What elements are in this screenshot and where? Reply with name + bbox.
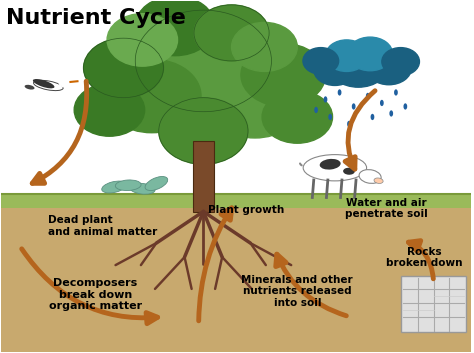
Circle shape bbox=[194, 5, 269, 61]
Text: Dead plant
and animal matter: Dead plant and animal matter bbox=[48, 215, 158, 237]
Circle shape bbox=[135, 0, 215, 56]
Text: Water and air
penetrate soil: Water and air penetrate soil bbox=[345, 198, 428, 219]
Ellipse shape bbox=[129, 183, 155, 194]
Ellipse shape bbox=[347, 121, 351, 127]
FancyBboxPatch shape bbox=[193, 142, 214, 211]
Circle shape bbox=[366, 51, 411, 85]
Circle shape bbox=[83, 38, 164, 98]
Circle shape bbox=[59, 78, 71, 87]
Ellipse shape bbox=[366, 93, 370, 99]
Ellipse shape bbox=[319, 159, 341, 169]
Circle shape bbox=[208, 68, 302, 138]
Ellipse shape bbox=[352, 103, 356, 110]
Circle shape bbox=[241, 43, 326, 107]
Circle shape bbox=[347, 37, 392, 71]
Circle shape bbox=[107, 14, 178, 66]
Polygon shape bbox=[1, 194, 471, 208]
Ellipse shape bbox=[403, 103, 407, 110]
Ellipse shape bbox=[394, 89, 398, 96]
Ellipse shape bbox=[343, 168, 355, 175]
Ellipse shape bbox=[359, 170, 381, 183]
Ellipse shape bbox=[303, 155, 366, 181]
Circle shape bbox=[74, 84, 145, 136]
Ellipse shape bbox=[102, 181, 127, 193]
Ellipse shape bbox=[115, 180, 141, 191]
Circle shape bbox=[303, 48, 338, 74]
Circle shape bbox=[382, 48, 419, 76]
Circle shape bbox=[262, 91, 333, 143]
Circle shape bbox=[231, 22, 297, 71]
Ellipse shape bbox=[314, 107, 318, 113]
Text: Rocks
broken down: Rocks broken down bbox=[386, 246, 462, 268]
Text: Plant growth: Plant growth bbox=[208, 204, 284, 215]
Ellipse shape bbox=[371, 114, 374, 120]
Circle shape bbox=[328, 42, 389, 87]
Polygon shape bbox=[1, 194, 471, 208]
Ellipse shape bbox=[324, 96, 328, 103]
Text: Minerals and other
nutrients released
into soil: Minerals and other nutrients released in… bbox=[241, 275, 353, 308]
Ellipse shape bbox=[374, 178, 383, 184]
Circle shape bbox=[135, 10, 272, 112]
Ellipse shape bbox=[33, 79, 55, 88]
Text: Nutrient Cycle: Nutrient Cycle bbox=[6, 8, 186, 28]
Circle shape bbox=[102, 59, 201, 133]
Circle shape bbox=[314, 54, 356, 85]
Text: Decomposers
break down
organic matter: Decomposers break down organic matter bbox=[49, 278, 142, 311]
Ellipse shape bbox=[145, 176, 168, 191]
Ellipse shape bbox=[328, 114, 332, 120]
FancyBboxPatch shape bbox=[401, 276, 466, 332]
Ellipse shape bbox=[389, 110, 393, 116]
Circle shape bbox=[159, 98, 248, 164]
Ellipse shape bbox=[337, 89, 341, 96]
Polygon shape bbox=[1, 208, 471, 352]
Ellipse shape bbox=[25, 85, 35, 90]
Ellipse shape bbox=[380, 100, 384, 106]
Ellipse shape bbox=[34, 80, 63, 91]
Circle shape bbox=[326, 40, 368, 71]
